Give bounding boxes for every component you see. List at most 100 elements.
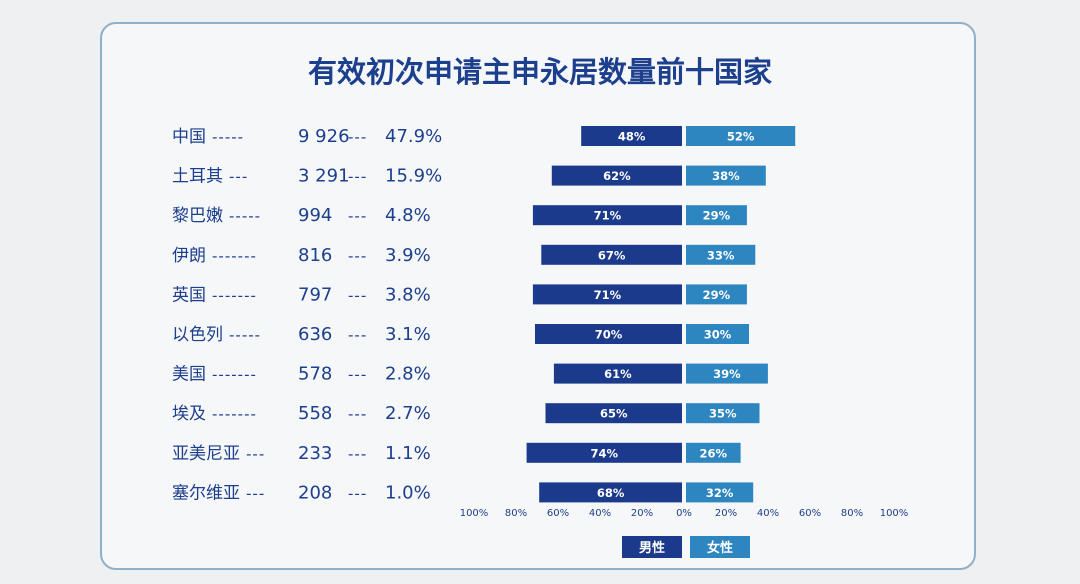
separator: ------- bbox=[212, 286, 257, 304]
count-value: 9 926 bbox=[298, 126, 350, 147]
separator: --- bbox=[348, 484, 367, 502]
separator: --- bbox=[348, 128, 367, 146]
share-value: 2.7% bbox=[385, 403, 431, 424]
legend-label-female: 女性 bbox=[707, 540, 733, 556]
x-tick-label: 80% bbox=[841, 508, 863, 519]
bar-label-female: 29% bbox=[703, 288, 731, 302]
separator: --- bbox=[229, 168, 248, 186]
bar-female bbox=[686, 205, 747, 226]
bar-label-female: 26% bbox=[700, 446, 728, 460]
x-tick-label: 60% bbox=[547, 508, 569, 519]
count-value: 636 bbox=[298, 324, 332, 345]
x-tick-label: 80% bbox=[505, 508, 527, 519]
bar-label-female: 35% bbox=[709, 407, 737, 421]
row-9: 亚美尼亚 --- 233 --- 1.1% bbox=[172, 443, 431, 464]
country-label: 美国 bbox=[172, 365, 206, 385]
separator: ----- bbox=[212, 128, 244, 146]
legend-item-male: 男性 bbox=[622, 536, 682, 558]
x-tick-label: 40% bbox=[757, 508, 779, 519]
share-value: 15.9% bbox=[385, 166, 442, 187]
bar-label-male: 67% bbox=[598, 248, 626, 262]
bar-label-male: 62% bbox=[603, 169, 631, 183]
row-8: 埃及 ------- 558 --- 2.7% bbox=[172, 403, 431, 424]
separator: ------- bbox=[212, 405, 257, 423]
x-tick-label: 20% bbox=[631, 508, 653, 519]
bar-label-female: 33% bbox=[707, 248, 735, 262]
x-tick-label: 100% bbox=[880, 508, 909, 519]
share-value: 3.1% bbox=[385, 324, 431, 345]
bar-label-male: 70% bbox=[595, 328, 623, 342]
row-7: 美国 ------- 578 --- 2.8% bbox=[172, 364, 431, 385]
separator: --- bbox=[246, 445, 265, 463]
separator: --- bbox=[246, 484, 265, 502]
share-value: 1.0% bbox=[385, 482, 431, 503]
count-value: 578 bbox=[298, 364, 332, 385]
x-tick-label: 100% bbox=[460, 508, 489, 519]
x-tick-label: 20% bbox=[715, 508, 737, 519]
count-value: 797 bbox=[298, 284, 332, 305]
separator: --- bbox=[348, 168, 367, 186]
count-value: 208 bbox=[298, 482, 332, 503]
bar-male bbox=[539, 482, 682, 503]
bar-female bbox=[686, 482, 754, 503]
row-2: 土耳其 --- 3 291--- 15.9% bbox=[172, 166, 442, 187]
count-value: 233 bbox=[298, 443, 332, 464]
legend-swatch-male bbox=[622, 536, 682, 558]
separator: --- bbox=[348, 366, 367, 384]
bar-label-male: 71% bbox=[594, 209, 622, 223]
bar-female bbox=[686, 284, 747, 305]
bar-male bbox=[551, 165, 682, 186]
separator: --- bbox=[348, 405, 367, 423]
separator: ------- bbox=[212, 366, 257, 384]
chart: 有效初次申请主申永居数量前十国家 中国 ----- 9 926--- 47.9%土耳其… bbox=[172, 55, 909, 558]
bar-male bbox=[532, 205, 682, 226]
row-5: 英国 ------- 797 --- 3.8% bbox=[172, 284, 431, 305]
separator: --- bbox=[348, 445, 367, 463]
bar-male bbox=[581, 126, 682, 146]
bar-label-male: 48% bbox=[618, 130, 646, 144]
share-value: 3.8% bbox=[385, 284, 431, 305]
bar-female bbox=[686, 363, 768, 384]
bar-label-male: 61% bbox=[604, 367, 632, 381]
count-value: 558 bbox=[298, 403, 332, 424]
separator: ------- bbox=[212, 247, 257, 265]
share-value: 3.9% bbox=[385, 245, 431, 266]
bar-label-female: 32% bbox=[706, 486, 734, 500]
bar-label-female: 39% bbox=[713, 367, 741, 381]
country-label: 伊朗 bbox=[172, 246, 206, 266]
data-rows: 中国 ----- 9 926--- 47.9%土耳其 --- 3 291--- 15.9%黎… bbox=[172, 126, 442, 503]
count-value: 3 291 bbox=[298, 166, 350, 187]
bar-female bbox=[686, 324, 749, 344]
legend: 男性 女性 bbox=[622, 536, 750, 558]
bar-label-female: 38% bbox=[712, 169, 740, 183]
country-label: 以色列 bbox=[172, 325, 223, 345]
share-value: 47.9% bbox=[385, 126, 442, 147]
separator: --- bbox=[348, 326, 367, 344]
x-tick-label: 40% bbox=[589, 508, 611, 519]
bar-female bbox=[686, 126, 796, 146]
bar-female bbox=[686, 244, 756, 265]
separator: ----- bbox=[229, 207, 261, 225]
legend-swatch-female bbox=[690, 536, 750, 558]
country-label: 土耳其 bbox=[172, 167, 223, 187]
bar-male bbox=[526, 442, 682, 463]
bar-label-female: 30% bbox=[704, 328, 732, 342]
bar-label-male: 65% bbox=[600, 407, 628, 421]
chart-card: 有效初次申请主申永居数量前十国家 中国 ----- 9 926 --- 47.9% 土耳其… bbox=[100, 22, 976, 570]
country-label: 亚美尼亚 bbox=[172, 444, 240, 464]
bar-label-male: 74% bbox=[591, 446, 619, 460]
bars: 48% 52% 62% 38% 71% 29% 67% 33% 71% 29% 70% 30% 61% 3… bbox=[526, 126, 796, 503]
x-tick-label: 60% bbox=[799, 508, 821, 519]
share-value: 1.1% bbox=[385, 443, 431, 464]
country-label: 英国 bbox=[172, 285, 206, 305]
bar-male bbox=[541, 244, 682, 265]
share-value: 2.8% bbox=[385, 364, 431, 385]
separator: --- bbox=[348, 247, 367, 265]
row-3: 黎巴嫩 ----- 994 --- 4.8% bbox=[172, 205, 431, 226]
row-1: 中国 ----- 9 926--- 47.9% bbox=[172, 126, 442, 147]
legend-item-female: 女性 bbox=[690, 536, 750, 558]
separator: --- bbox=[348, 286, 367, 304]
country-label: 黎巴嫩 bbox=[172, 206, 223, 226]
count-value: 816 bbox=[298, 245, 332, 266]
bar-male bbox=[545, 403, 682, 424]
